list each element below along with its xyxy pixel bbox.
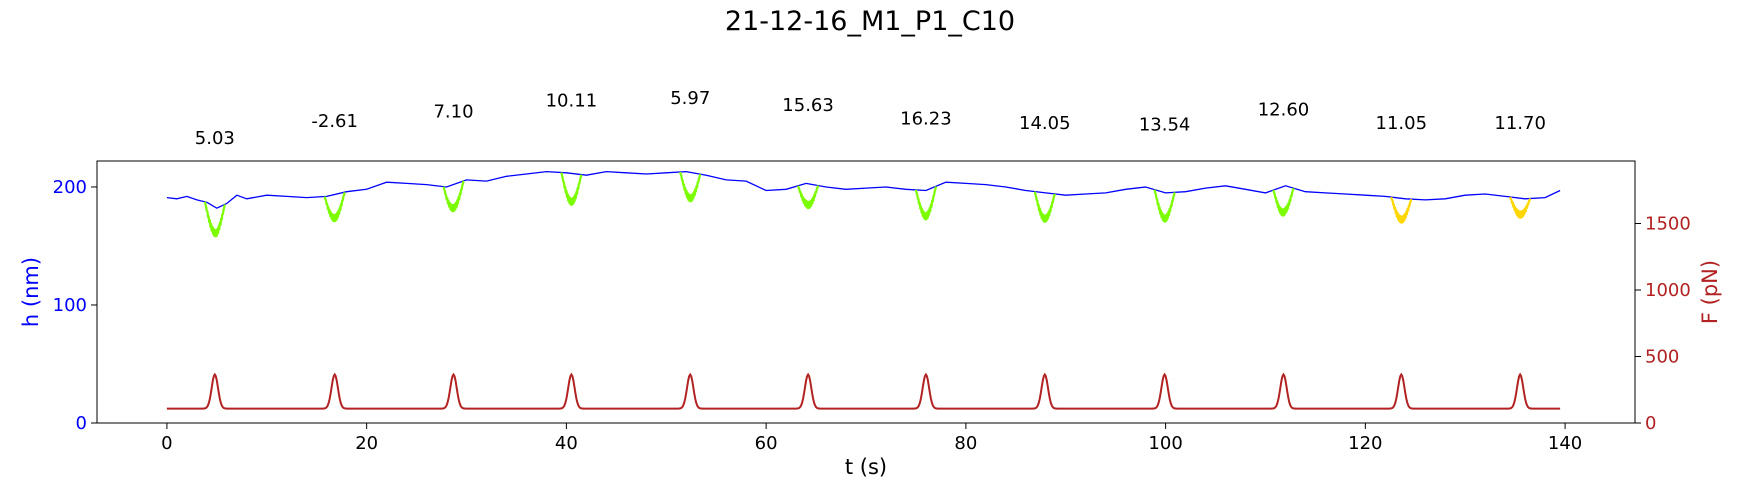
x-axis-label: t (s)	[845, 455, 887, 479]
annotation-label-3: 7.10	[433, 102, 473, 123]
left-y-tick-label: 200	[53, 177, 87, 198]
dip-segment-3	[442, 180, 465, 213]
dip-segment-6	[797, 185, 820, 210]
dip-segment-5	[679, 171, 702, 203]
annotation-labels: 5.03 -2.61 7.10 10.11 5.97 15.63 16.23 14.05 13.…	[195, 88, 1546, 149]
x-tick-label: 0	[161, 433, 172, 454]
annotation-label-6: 15.63	[782, 95, 834, 116]
annotation-label-9: 13.54	[1139, 114, 1191, 135]
x-tick-label: 40	[555, 433, 578, 454]
left-y-axis: 0 100 200	[53, 177, 97, 434]
x-tick-label: 60	[755, 433, 778, 454]
force-series-line	[166, 372, 1561, 410]
annotation-label-2: -2.61	[311, 111, 358, 132]
right-y-tick-label: 500	[1645, 347, 1679, 368]
chart-title: 21-12-16_M1_P1_C10	[725, 6, 1015, 37]
annotation-label-1: 5.03	[195, 128, 235, 149]
right-y-tick-label: 1000	[1645, 280, 1691, 301]
dip-segment-4	[560, 172, 583, 206]
x-axis: 0 20 40 60 80 100 120 140	[161, 423, 1582, 454]
annotation-label-7: 16.23	[900, 109, 952, 130]
dip-segment-2	[323, 191, 346, 223]
dip-segment-10	[1272, 187, 1295, 217]
x-tick-label: 20	[355, 433, 378, 454]
left-y-axis-label: h (nm)	[19, 257, 43, 327]
dip-segment-8	[1033, 191, 1056, 223]
annotation-label-4: 10.11	[546, 90, 598, 111]
x-tick-label: 80	[954, 433, 977, 454]
left-y-tick-label: 0	[76, 413, 87, 434]
annotation-label-12: 11.70	[1494, 113, 1546, 134]
right-y-axis-label: F (pN)	[1698, 260, 1722, 324]
left-y-tick-label: 100	[53, 295, 87, 316]
height-series-line	[166, 170, 1561, 209]
x-tick-label: 100	[1148, 433, 1182, 454]
dip-segment-1	[203, 201, 226, 238]
dip-segment-9	[1153, 189, 1176, 223]
dip-segment-11	[1390, 196, 1413, 224]
annotation-label-5: 5.97	[670, 88, 710, 109]
dip-segment-7	[914, 186, 937, 221]
right-y-axis: 0 500 1000 1500	[1635, 214, 1691, 434]
right-y-tick-label: 0	[1645, 413, 1656, 434]
annotation-label-10: 12.60	[1258, 99, 1310, 120]
right-y-tick-label: 1500	[1645, 214, 1691, 235]
dip-segment-12	[1509, 196, 1532, 219]
annotation-label-11: 11.05	[1376, 113, 1428, 134]
plot-marks	[166, 170, 1561, 410]
x-tick-label: 120	[1348, 433, 1382, 454]
plot-frame	[96, 160, 1636, 424]
x-tick-label: 140	[1548, 433, 1582, 454]
annotation-label-8: 14.05	[1019, 113, 1071, 134]
